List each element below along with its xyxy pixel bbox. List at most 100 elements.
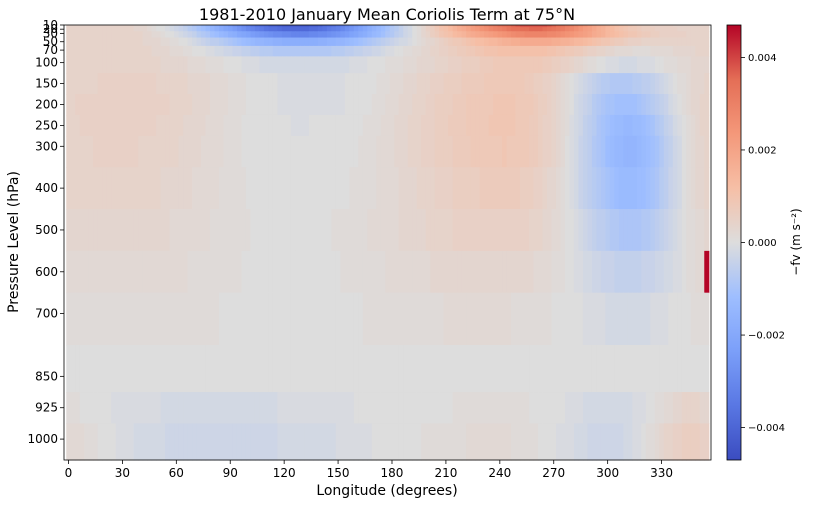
heatmap-cell xyxy=(502,31,508,39)
heatmap-cell xyxy=(129,45,135,57)
heatmap-cell xyxy=(690,167,696,210)
heatmap-cell xyxy=(690,344,696,393)
heatmap-cell xyxy=(645,392,651,424)
heatmap-cell xyxy=(416,135,422,168)
heatmap-cell xyxy=(313,45,319,57)
heatmap-cell xyxy=(452,167,458,210)
heatmap-cell xyxy=(142,31,148,39)
heatmap-cell xyxy=(259,209,265,252)
heatmap-cell xyxy=(106,27,112,32)
heatmap-cell xyxy=(133,94,139,116)
heatmap-cell xyxy=(304,56,310,74)
heatmap-cell xyxy=(470,31,476,39)
heatmap-cell xyxy=(582,423,589,461)
heatmap-cell xyxy=(672,27,678,32)
heatmap-cell xyxy=(313,114,319,137)
heatmap-cell xyxy=(506,423,512,461)
heatmap-cell xyxy=(151,392,157,424)
heatmap-cell xyxy=(699,114,705,137)
heatmap-cell xyxy=(704,25,710,28)
heatmap-cell xyxy=(623,27,629,32)
heatmap-cell xyxy=(349,392,355,424)
heatmap-cell xyxy=(430,135,436,168)
heatmap-cell xyxy=(111,27,117,32)
heatmap-cell xyxy=(349,344,355,393)
heatmap-cell xyxy=(425,73,431,95)
heatmap-cell xyxy=(407,423,413,461)
heatmap-cell xyxy=(448,392,454,424)
heatmap-cell xyxy=(421,31,427,39)
heatmap-cell xyxy=(335,114,341,137)
heatmap-cell xyxy=(654,344,660,393)
heatmap-cell xyxy=(609,344,615,393)
heatmap-cell xyxy=(533,423,539,461)
heatmap-cell xyxy=(142,423,148,461)
heatmap-cell xyxy=(394,45,400,57)
heatmap-cell xyxy=(385,56,391,74)
heatmap-cell xyxy=(326,27,332,32)
heatmap-cell xyxy=(591,392,598,424)
heatmap-cell xyxy=(623,135,629,168)
heatmap-cell xyxy=(93,45,99,57)
heatmap-cell xyxy=(529,250,535,294)
heatmap-cell xyxy=(555,25,562,28)
heatmap-cell xyxy=(358,37,364,47)
heatmap-cell xyxy=(84,37,90,47)
heatmap-cell xyxy=(111,31,117,39)
heatmap-cell xyxy=(596,45,602,57)
heatmap-cell xyxy=(641,25,647,28)
heatmap-cell xyxy=(290,56,296,74)
heatmap-cell xyxy=(308,292,314,346)
heatmap-cell xyxy=(497,423,503,461)
heatmap-cell xyxy=(97,392,103,424)
heatmap-cell xyxy=(254,344,261,393)
heatmap-cell xyxy=(219,27,225,32)
heatmap-cell xyxy=(609,25,615,28)
heatmap-cell xyxy=(605,37,611,47)
heatmap-cell xyxy=(502,250,508,294)
heatmap-cell xyxy=(488,45,494,57)
heatmap-cell xyxy=(236,135,243,168)
heatmap-cell xyxy=(600,423,607,461)
heatmap-cell xyxy=(488,73,494,95)
heatmap-cell xyxy=(650,73,656,95)
heatmap-cell xyxy=(564,114,571,137)
heatmap-cell xyxy=(457,135,463,168)
heatmap-cell xyxy=(165,25,171,28)
heatmap-cell xyxy=(299,292,305,346)
heatmap-cell xyxy=(560,27,566,32)
heatmap-cell xyxy=(210,94,216,116)
heatmap-cell xyxy=(250,94,256,116)
heatmap-cell xyxy=(254,73,261,95)
heatmap-cell xyxy=(295,114,301,137)
heatmap-cell xyxy=(582,31,589,39)
heatmap-cell xyxy=(538,45,544,57)
heatmap-cell xyxy=(317,37,323,47)
heatmap-cell xyxy=(623,37,629,47)
heatmap-cell xyxy=(627,344,633,393)
heatmap-cell xyxy=(614,56,620,74)
heatmap-cell xyxy=(533,114,539,137)
heatmap-cell xyxy=(304,45,310,57)
heatmap-cell xyxy=(596,114,602,137)
heatmap-cell xyxy=(376,292,382,346)
heatmap-cell xyxy=(196,25,202,28)
heatmap-cell xyxy=(223,209,229,252)
heatmap-cell xyxy=(376,135,382,168)
heatmap-cell xyxy=(502,292,508,346)
heatmap-cell xyxy=(569,250,575,294)
heatmap-cell xyxy=(416,344,422,393)
heatmap-cell xyxy=(349,423,355,461)
heatmap-cell xyxy=(448,209,454,252)
heatmap-cell xyxy=(178,167,184,210)
heatmap-cell xyxy=(578,45,584,57)
heatmap-cell xyxy=(502,25,508,28)
heatmap-cell xyxy=(542,344,548,393)
heatmap-cell xyxy=(286,45,292,57)
heatmap-cell xyxy=(277,73,283,95)
heatmap-cell xyxy=(228,94,234,116)
heatmap-cell xyxy=(403,27,409,32)
heatmap-cell xyxy=(650,292,656,346)
heatmap-cell xyxy=(192,31,198,39)
heatmap-cell xyxy=(111,167,117,210)
